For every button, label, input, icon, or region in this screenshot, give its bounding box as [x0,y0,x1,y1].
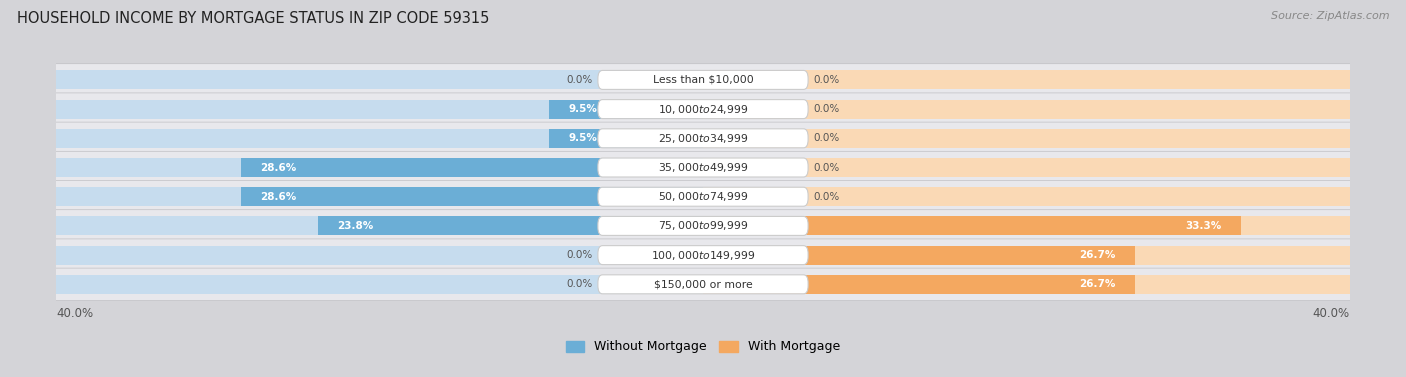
Text: 0.0%: 0.0% [567,250,593,260]
Text: 26.7%: 26.7% [1078,279,1115,289]
Bar [550,100,703,119]
Text: 0.0%: 0.0% [813,192,839,202]
FancyBboxPatch shape [48,239,1358,271]
FancyBboxPatch shape [598,70,808,89]
Bar [703,246,1350,265]
Text: 9.5%: 9.5% [569,133,598,143]
Bar [56,246,703,265]
Bar [318,216,703,235]
Legend: Without Mortgage, With Mortgage: Without Mortgage, With Mortgage [561,336,845,359]
Text: 26.7%: 26.7% [1078,250,1115,260]
Text: 0.0%: 0.0% [813,104,839,114]
FancyBboxPatch shape [598,275,808,294]
Bar [703,246,1135,265]
Bar [56,275,703,294]
Bar [550,129,703,148]
Bar [56,129,703,148]
FancyBboxPatch shape [48,64,1358,96]
Text: 23.8%: 23.8% [337,221,374,231]
Text: Less than $10,000: Less than $10,000 [652,75,754,85]
Text: 0.0%: 0.0% [567,75,593,85]
FancyBboxPatch shape [598,158,808,177]
Bar [703,158,1350,177]
FancyBboxPatch shape [598,187,808,206]
Bar [703,275,1350,294]
FancyBboxPatch shape [48,268,1358,300]
Text: $75,000 to $99,999: $75,000 to $99,999 [658,219,748,232]
Bar [56,216,703,235]
FancyBboxPatch shape [48,181,1358,213]
Bar [703,100,1350,119]
FancyBboxPatch shape [48,151,1358,184]
Bar [56,158,703,177]
FancyBboxPatch shape [48,122,1358,155]
Bar [703,216,1350,235]
Text: 28.6%: 28.6% [260,192,297,202]
Text: $35,000 to $49,999: $35,000 to $49,999 [658,161,748,174]
FancyBboxPatch shape [598,216,808,235]
FancyBboxPatch shape [598,129,808,148]
Bar [240,158,703,177]
Text: $50,000 to $74,999: $50,000 to $74,999 [658,190,748,203]
Text: Source: ZipAtlas.com: Source: ZipAtlas.com [1271,11,1389,21]
Text: $10,000 to $24,999: $10,000 to $24,999 [658,103,748,116]
Bar [703,187,1350,206]
Text: 28.6%: 28.6% [260,162,297,173]
Text: HOUSEHOLD INCOME BY MORTGAGE STATUS IN ZIP CODE 59315: HOUSEHOLD INCOME BY MORTGAGE STATUS IN Z… [17,11,489,26]
Bar [56,187,703,206]
Bar [703,70,1350,89]
Text: 0.0%: 0.0% [567,279,593,289]
FancyBboxPatch shape [48,93,1358,125]
FancyBboxPatch shape [598,246,808,265]
Text: 40.0%: 40.0% [56,307,93,320]
Text: 33.3%: 33.3% [1185,221,1222,231]
Bar [703,275,1135,294]
Text: $100,000 to $149,999: $100,000 to $149,999 [651,248,755,262]
Text: $25,000 to $34,999: $25,000 to $34,999 [658,132,748,145]
Text: 0.0%: 0.0% [813,75,839,85]
Text: 0.0%: 0.0% [813,133,839,143]
FancyBboxPatch shape [598,100,808,119]
FancyBboxPatch shape [48,210,1358,242]
Bar [56,100,703,119]
Text: 40.0%: 40.0% [1313,307,1350,320]
Bar [240,187,703,206]
Bar [703,129,1350,148]
Text: $150,000 or more: $150,000 or more [654,279,752,289]
Bar [703,216,1241,235]
Bar [56,70,703,89]
Text: 9.5%: 9.5% [569,104,598,114]
Text: 0.0%: 0.0% [813,162,839,173]
